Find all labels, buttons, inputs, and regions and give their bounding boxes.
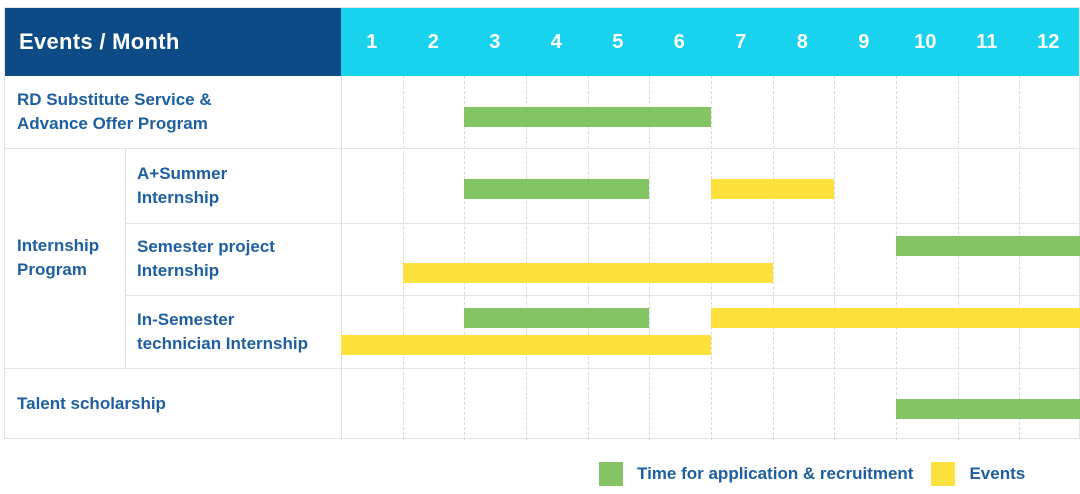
row-label-rd-substitute-service: RD Substitute Service & Advance Offer Pro… xyxy=(17,90,212,133)
month-gridline xyxy=(526,76,527,440)
month-label-10: 10 xyxy=(914,30,937,53)
group-subcolumn-separator xyxy=(125,148,126,368)
month-label-1: 1 xyxy=(366,30,378,53)
recruitment-swatch-icon xyxy=(599,462,623,486)
bar-in-semester-technician-internship-recruitment xyxy=(464,308,650,328)
month-label-11: 11 xyxy=(976,30,998,53)
month-gridline xyxy=(649,76,651,440)
legend-item-events: Events xyxy=(931,462,1025,486)
month-gridline xyxy=(834,76,836,440)
bar-a-plus-summer-internship-events xyxy=(711,179,835,199)
row-separator xyxy=(125,295,1080,296)
table-header-row: Events / Month 1 2 3 4 5 6 7 8 9 10 11 12 xyxy=(5,8,1079,76)
legend-item-recruitment: Time for application & recruitment xyxy=(599,462,913,486)
month-gridline xyxy=(402,76,404,440)
month-label-6: 6 xyxy=(673,30,685,53)
legend-label-events: Events xyxy=(969,464,1026,483)
month-label-9: 9 xyxy=(858,30,870,53)
row-separator xyxy=(5,148,1080,149)
month-label-3: 3 xyxy=(489,30,501,53)
month-gridline xyxy=(772,76,774,440)
row-label-a-plus-summer-internship: A+Summer Internship xyxy=(137,163,228,207)
bar-talent-scholarship-recruitment xyxy=(896,399,1080,419)
bar-in-semester-technician-internship-events xyxy=(711,308,1080,328)
month-label-4: 4 xyxy=(550,30,562,53)
bar-semester-project-internship-recruitment xyxy=(896,236,1080,256)
bar-rd-substitute-service-recruitment xyxy=(464,107,711,127)
label-column-separator xyxy=(341,76,342,440)
month-label-2: 2 xyxy=(427,30,439,53)
month-header-strip: 1 2 3 4 5 6 7 8 9 10 11 12 xyxy=(341,8,1079,76)
month-label-8: 8 xyxy=(796,30,808,53)
group-label-internship-program: Internship Program xyxy=(17,236,100,279)
events-swatch-icon xyxy=(931,462,956,486)
month-gridline xyxy=(464,76,466,440)
events-month-header-cell: Events / Month xyxy=(5,8,341,76)
row-label-semester-project-internship: Semester project Internship xyxy=(137,237,275,280)
bar-a-plus-summer-internship-recruitment xyxy=(464,179,650,199)
bar-in-semester-technician-internship-events xyxy=(341,335,711,355)
row-separator xyxy=(5,368,1080,369)
row-label-talent-scholarship: Talent scholarship xyxy=(17,394,166,413)
month-gridline xyxy=(896,76,897,440)
bar-semester-project-internship-events xyxy=(402,263,773,283)
events-month-table: Events / Month 1 2 3 4 5 6 7 8 9 10 11 12 Internshi… xyxy=(4,7,1080,440)
month-gridline xyxy=(587,76,589,440)
month-gridline xyxy=(1019,76,1021,440)
month-gridline xyxy=(711,76,712,440)
month-gridline xyxy=(957,76,959,440)
month-label-5: 5 xyxy=(612,30,624,53)
legend: Time for application & recruitment Event… xyxy=(599,462,1025,486)
month-label-7: 7 xyxy=(735,30,747,53)
row-label-in-semester-technician-internship: In-Semester technician Internship xyxy=(137,309,308,353)
row-separator xyxy=(125,223,1080,224)
legend-label-recruitment: Time for application & recruitment xyxy=(637,464,914,483)
month-label-12: 12 xyxy=(1037,30,1060,53)
